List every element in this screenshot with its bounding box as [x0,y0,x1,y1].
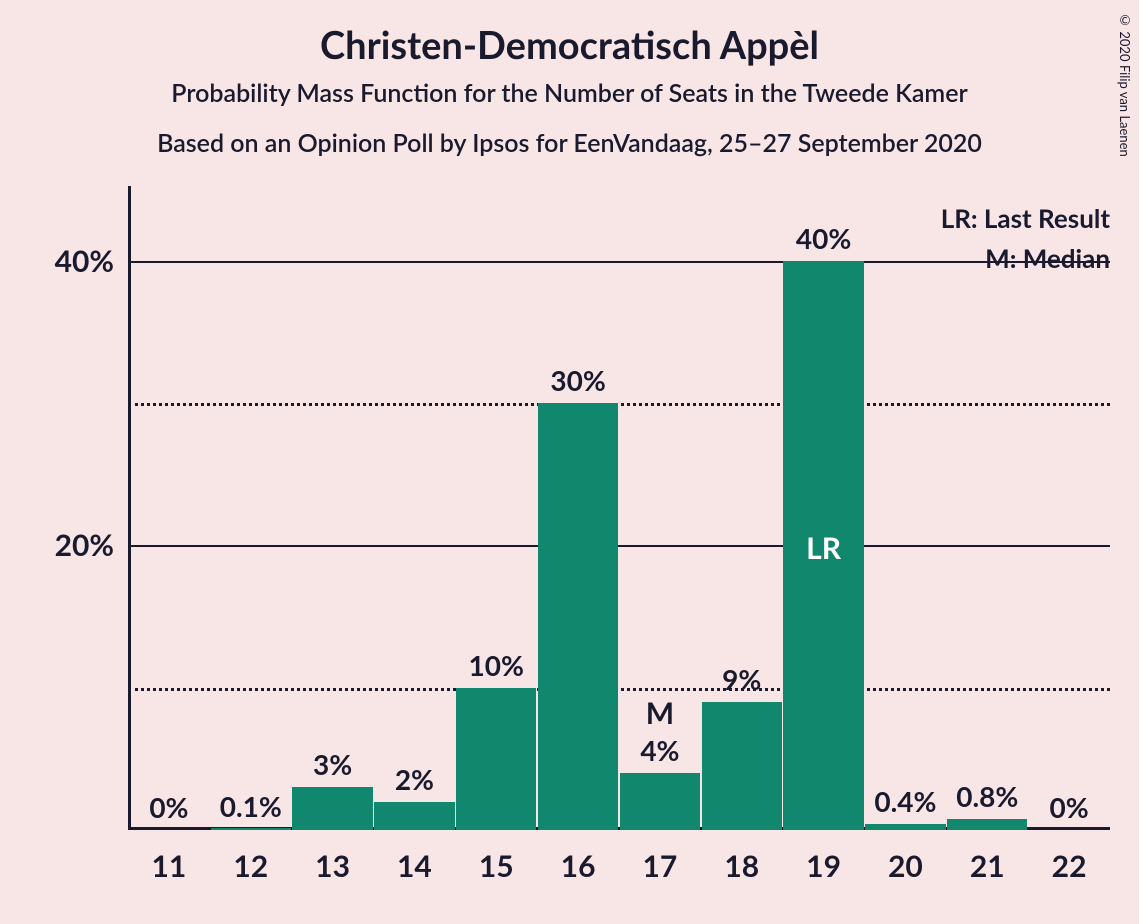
legend-line: LR: Last Result [941,202,1110,234]
x-tick-label: 22 [1052,848,1087,884]
grid-minor [128,688,1110,691]
copyright-text: © 2020 Filip van Laenen [1117,12,1133,157]
x-tick-label: 17 [643,848,678,884]
x-tick-label: 20 [888,848,923,884]
bar-value-label: 0.8% [956,779,1018,813]
x-tick-label: 14 [397,848,432,884]
grid-major [128,261,1110,263]
legend-line: M: Median [985,242,1110,274]
chart-container: Christen-Democratisch Appèl Probability … [0,0,1139,924]
bar-value-label: 0% [1049,790,1088,824]
bar [620,773,700,830]
x-tick-label: 11 [152,848,187,884]
bar-value-label: 3% [313,747,352,781]
chart-subtitle-2: Based on an Opinion Poll by Ipsos for Ee… [0,128,1139,158]
bar [292,787,372,830]
bar [211,828,291,830]
bar-value-label: 40% [796,221,851,255]
x-tick-label: 15 [479,848,514,884]
bar [947,819,1027,830]
bar [538,403,618,830]
chart-subtitle-1: Probability Mass Function for the Number… [0,78,1139,108]
chart-title: Christen-Democratisch Appèl [0,22,1139,68]
x-tick-label: 12 [233,848,268,884]
y-axis [128,186,131,830]
grid-minor [128,403,1110,406]
y-tick-label: 40% [55,243,114,279]
plot-area: 20%40%110%120.1%133%142%1510%1630%17M4%1… [128,204,1110,830]
x-tick-label: 13 [315,848,350,884]
bar-value-label: 10% [469,648,524,682]
bar-value-label: 0% [149,790,188,824]
bar [865,824,945,830]
annotation-median: M [646,695,674,731]
bar [702,702,782,830]
x-tick-label: 21 [970,848,1005,884]
x-tick-label: 16 [561,848,596,884]
y-tick-label: 20% [55,527,114,563]
bar [374,802,454,830]
bar-value-label: 4% [640,733,679,767]
bar-value-label: 0.4% [874,784,936,818]
bar-value-label: 30% [550,363,605,397]
x-tick-label: 18 [724,848,759,884]
x-tick-label: 19 [806,848,841,884]
bar [456,688,536,830]
bar-value-label: 0.1% [220,789,282,823]
bar-value-label: 9% [722,662,761,696]
annotation-last-result: LR [806,530,841,566]
bar-value-label: 2% [395,762,434,796]
grid-major [128,545,1110,547]
